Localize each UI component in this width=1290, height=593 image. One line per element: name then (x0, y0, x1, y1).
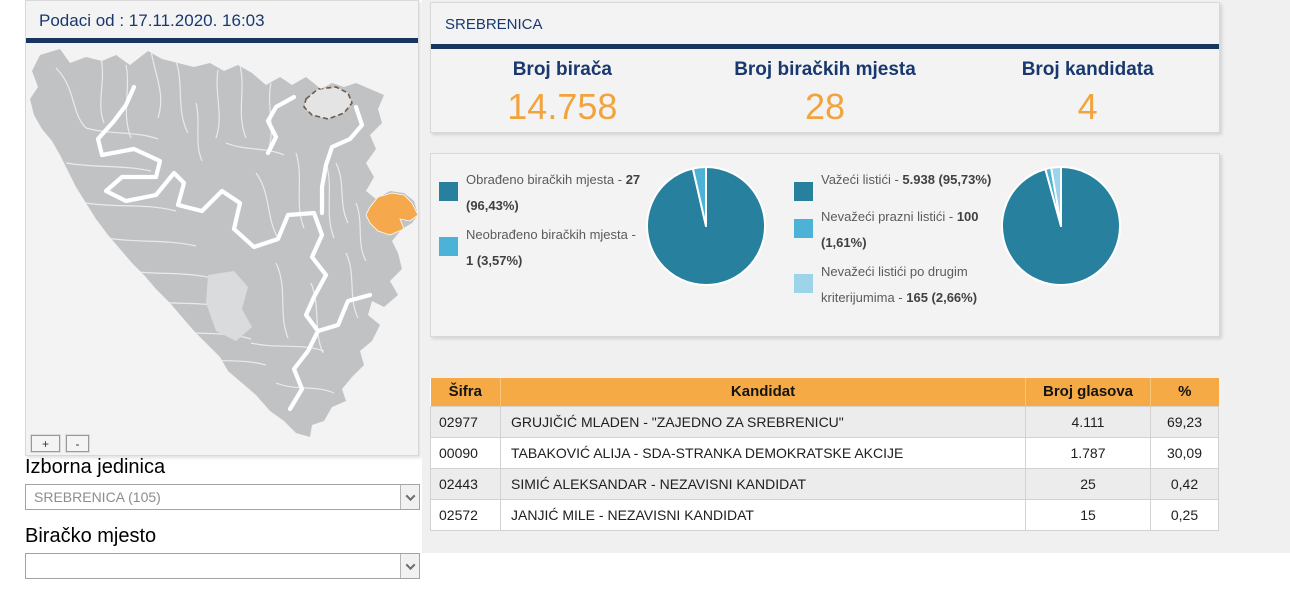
column-header-candidate: Kandidat (500, 378, 1026, 406)
cell-code: 02977 (430, 405, 501, 438)
legend-item: Važeći listići - 5.938 (95,73%) (794, 167, 994, 201)
map-zoom-out-button[interactable]: - (66, 435, 89, 452)
chevron-down-icon[interactable] (400, 485, 419, 509)
cell-votes: 25 (1025, 467, 1151, 500)
country-outline (30, 49, 418, 437)
cell-votes: 4.111 (1025, 405, 1151, 438)
results-table: Šifra Kandidat Broj glasova % 02977 GRUJI… (430, 378, 1219, 531)
table-row: 02572 JANJIĆ MILE - NEZAVISNI KANDIDAT 15 0… (430, 498, 1219, 531)
right-column: SREBRENICA Broj birača 14.758 Broj birač… (422, 0, 1290, 553)
charts-panel: Obrađeno biračkih mjesta - 27 (96,43%) Ne… (430, 153, 1220, 337)
pie-legend-processed-stations: Obrađeno biračkih mjesta - 27 (96,43%) Ne… (439, 167, 641, 277)
header-divider (431, 44, 1219, 49)
left-column: Podaci od : 17.11.2020. 16:03 (0, 0, 422, 579)
legend-label: Nevažeći prazni listići - 100 (1,61%) (821, 209, 979, 250)
stat-candidates: Broj kandidata 4 (956, 59, 1219, 128)
region-select-label: Izborna jedinica (25, 456, 166, 478)
summary-panel: SREBRENICA Broj birača 14.758 Broj birač… (430, 2, 1220, 133)
cell-code: 00090 (430, 436, 501, 469)
region-select-value: SREBRENICA (105) (34, 489, 161, 505)
cell-candidate: TABAKOVIĆ ALIJA - SDA-STRANKA DEMOKRATSK… (500, 436, 1026, 469)
stat-polling-stations: Broj biračkih mjesta 28 (694, 59, 957, 128)
entity-boundary-line (95, 84, 373, 412)
map-zoom-in-button[interactable]: + (31, 435, 60, 452)
data-timestamp-header: Podaci od : 17.11.2020. 16:03 (39, 10, 265, 30)
table-row: 02443 SIMIĆ ALEKSANDAR - NEZAVISNI KANDID… (430, 467, 1219, 500)
map-panel: Podaci od : 17.11.2020. 16:03 (25, 0, 419, 456)
stat-value: 14.758 (507, 86, 618, 127)
legend-swatch (794, 219, 813, 238)
legend-label: Nevažeći listići po drugim kriterijumima… (821, 264, 978, 305)
column-header-percent: % (1150, 378, 1219, 406)
column-header-code: Šifra (430, 378, 501, 406)
region-select[interactable]: SREBRENICA (105) (25, 484, 420, 510)
legend-item: Neobrađeno biračkih mjesta - 1 (3,57%) (439, 222, 641, 274)
stat-value: 28 (804, 86, 846, 127)
legend-swatch (794, 182, 813, 201)
cell-code: 02572 (430, 498, 501, 531)
chevron-down-icon[interactable] (400, 554, 419, 578)
legend-swatch (794, 274, 813, 293)
cell-percent: 69,23 (1150, 405, 1219, 438)
polling-place-select[interactable] (25, 553, 420, 579)
cell-candidate: GRUJIČIĆ MLADEN - "ZAJEDNO ZA SREBRENICU… (500, 405, 1026, 438)
legend-item: Nevažeći prazni listići - 100 (1,61%) (794, 204, 994, 256)
legend-label: Neobrađeno biračkih mjesta - 1 (3,57%) (466, 227, 636, 268)
filters-section: Izborna jedinica SREBRENICA (105) Biračk… (25, 455, 420, 593)
brcko-district (303, 86, 353, 120)
legend-item: Obrađeno biračkih mjesta - 27 (96,43%) (439, 167, 641, 219)
legend-swatch (439, 237, 458, 256)
stat-value: 4 (1077, 86, 1098, 127)
table-row: 02977 GRUJIČIĆ MLADEN - "ZAJEDNO ZA SREBR… (430, 405, 1219, 438)
light-municipality (206, 271, 252, 341)
cell-votes: 15 (1025, 498, 1151, 531)
bosnia-map[interactable] (26, 43, 418, 453)
cell-candidate: JANJIĆ MILE - NEZAVISNI KANDIDAT (500, 498, 1026, 531)
legend-label: Važeći listići - 5.938 (95,73%) (821, 172, 992, 187)
results-table-header-row: Šifra Kandidat Broj glasova % (430, 378, 1219, 406)
polling-place-select-label: Biračko mjesto (25, 525, 157, 547)
pie-legend-ballots: Važeći listići - 5.938 (95,73%) Nevažeći … (794, 167, 994, 314)
table-row: 00090 TABAKOVIĆ ALIJA - SDA-STRANKA DEMOK… (430, 436, 1219, 469)
cell-percent: 30,09 (1150, 436, 1219, 469)
pie-slice (1050, 165, 1062, 227)
pie-slice (691, 166, 707, 227)
map-region-srebrenica-highlight[interactable] (365, 192, 418, 236)
cell-code: 02443 (430, 467, 501, 500)
pie-chart-ballots (1001, 165, 1121, 286)
stat-label: Broj kandidata (1021, 59, 1154, 80)
column-header-votes: Broj glasova (1025, 378, 1151, 406)
cell-votes: 1.787 (1025, 436, 1151, 469)
legend-label: Obrađeno biračkih mjesta - 27 (96,43%) (466, 172, 641, 213)
municipality-title: SREBRENICA (445, 16, 543, 33)
map-zoom-controls: + - (31, 435, 89, 452)
cell-percent: 0,42 (1150, 467, 1219, 500)
cell-percent: 0,25 (1150, 498, 1219, 531)
legend-item: Nevažeći listići po drugim kriterijumima… (794, 259, 994, 311)
cell-candidate: SIMIĆ ALEKSANDAR - NEZAVISNI KANDIDAT (500, 467, 1026, 500)
stat-label: Broj biračkih mjesta (734, 59, 916, 80)
pie-chart-processed-stations (646, 166, 766, 286)
header-divider (26, 38, 418, 43)
summary-stats: Broj birača 14.758 Broj biračkih mjesta … (431, 59, 1219, 128)
stat-voters: Broj birača 14.758 (431, 59, 694, 128)
legend-swatch (439, 182, 458, 201)
stat-label: Broj birača (512, 59, 612, 80)
